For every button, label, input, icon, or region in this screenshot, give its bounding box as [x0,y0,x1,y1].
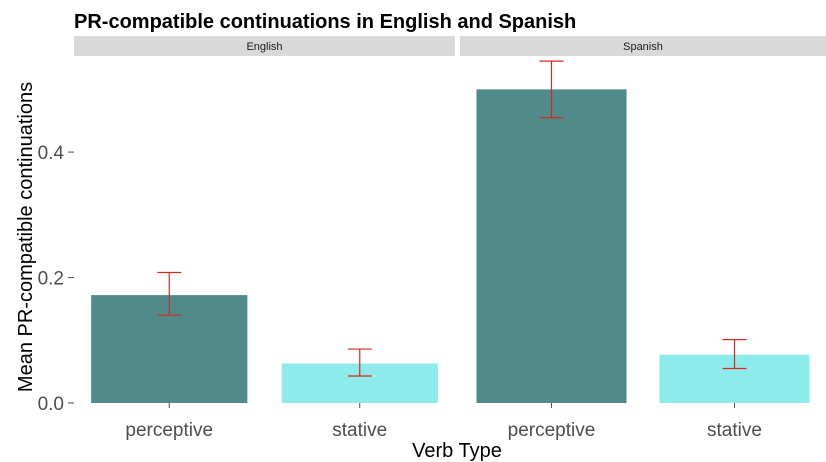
facet-panel-english: English perceptive stative [74,36,455,441]
bar-spanish-perceptive [476,89,627,403]
error-bar [347,348,372,377]
y-axis: 0.0 0.2 0.4 [38,143,74,415]
x-axis-title: Verb Type [412,440,502,462]
facet-panels: English perceptive stative Spanish perceptiv… [74,36,826,441]
y-tick-label: 0.0 [38,394,64,415]
facet-strip [74,36,455,56]
x-tick-label: perceptive [508,420,596,441]
chart-title: PR-compatible continuations in English a… [74,11,576,33]
error-bar [539,60,564,119]
facet-strip-label: English [246,41,282,53]
facet-strip [460,36,826,56]
y-tick-label: 0.2 [38,269,64,290]
y-axis-title: Mean PR-compatible continuations [15,82,37,392]
facet-strip-label: Spanish [623,41,663,53]
x-tick-label: perceptive [125,420,213,441]
x-tick-label: stative [707,420,762,441]
error-bar [722,339,747,370]
error-bar [157,271,182,316]
facet-panel-spanish: Spanish perceptive stative [460,36,826,441]
x-tick-label: stative [332,420,387,441]
y-tick-label: 0.4 [38,143,65,164]
